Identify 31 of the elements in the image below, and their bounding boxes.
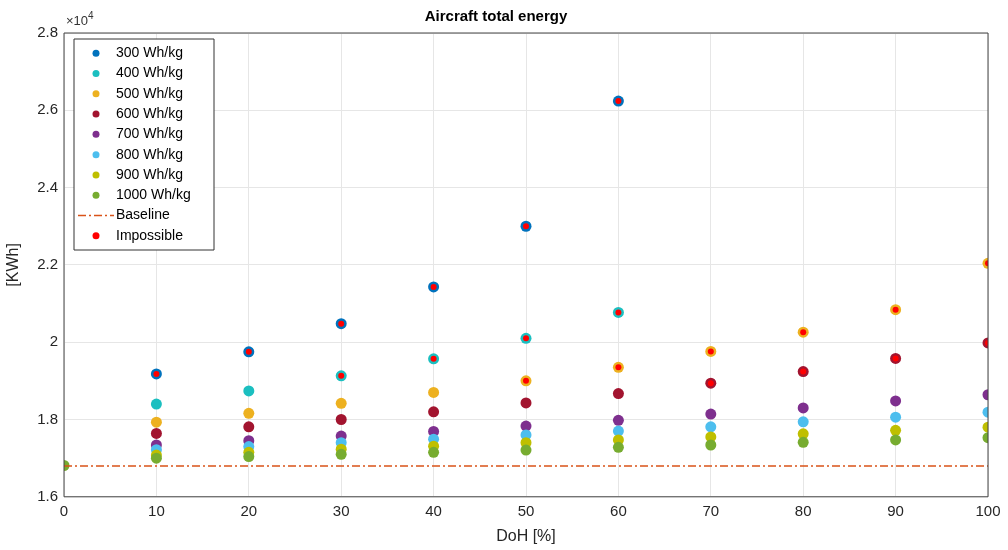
- x-tick-label: 80: [794, 501, 812, 519]
- x-tick-label: 40: [425, 501, 442, 519]
- legend-label: 600 Wh/kg: [116, 104, 183, 121]
- legend-label: 300 Wh/kg: [116, 44, 183, 61]
- y-axis-title: [KWh]: [4, 243, 22, 287]
- x-tick-label: 20: [240, 501, 258, 519]
- x-tick-label: 70: [702, 501, 720, 519]
- y-tick-label: 2: [49, 332, 58, 350]
- legend-label: Baseline: [116, 206, 170, 223]
- x-axis-title: DoH [%]: [496, 526, 556, 544]
- x-tick-label: 50: [517, 501, 535, 519]
- legend-label: 900 Wh/kg: [116, 165, 183, 182]
- legend-label: 400 Wh/kg: [116, 64, 183, 81]
- y-tick-label: 2.6: [37, 100, 58, 118]
- y-tick-label: 2.2: [37, 255, 58, 273]
- x-tick-label: 90: [887, 501, 904, 519]
- y-tick-label: 2.4: [37, 177, 58, 195]
- legend-label: 800 Wh/kg: [116, 145, 183, 162]
- x-tick-label: 0: [59, 501, 69, 519]
- y-tick-label: 1.6: [37, 486, 58, 504]
- x-tick-label: 60: [610, 501, 627, 519]
- x-tick-label: 30: [332, 501, 350, 519]
- x-tick-label: 100: [975, 501, 1001, 519]
- x-tick-label: 10: [148, 501, 165, 519]
- legend-label: 500 Wh/kg: [116, 84, 183, 101]
- y-tick-label: 2.8: [37, 23, 58, 41]
- legend-label: Impossible: [116, 226, 184, 243]
- legend-label: 1000 Wh/kg: [116, 186, 191, 203]
- y-tick-label: 1.8: [37, 409, 58, 427]
- legend-label: 700 Wh/kg: [116, 125, 183, 142]
- chart-title: Aircraft total energy: [424, 7, 568, 25]
